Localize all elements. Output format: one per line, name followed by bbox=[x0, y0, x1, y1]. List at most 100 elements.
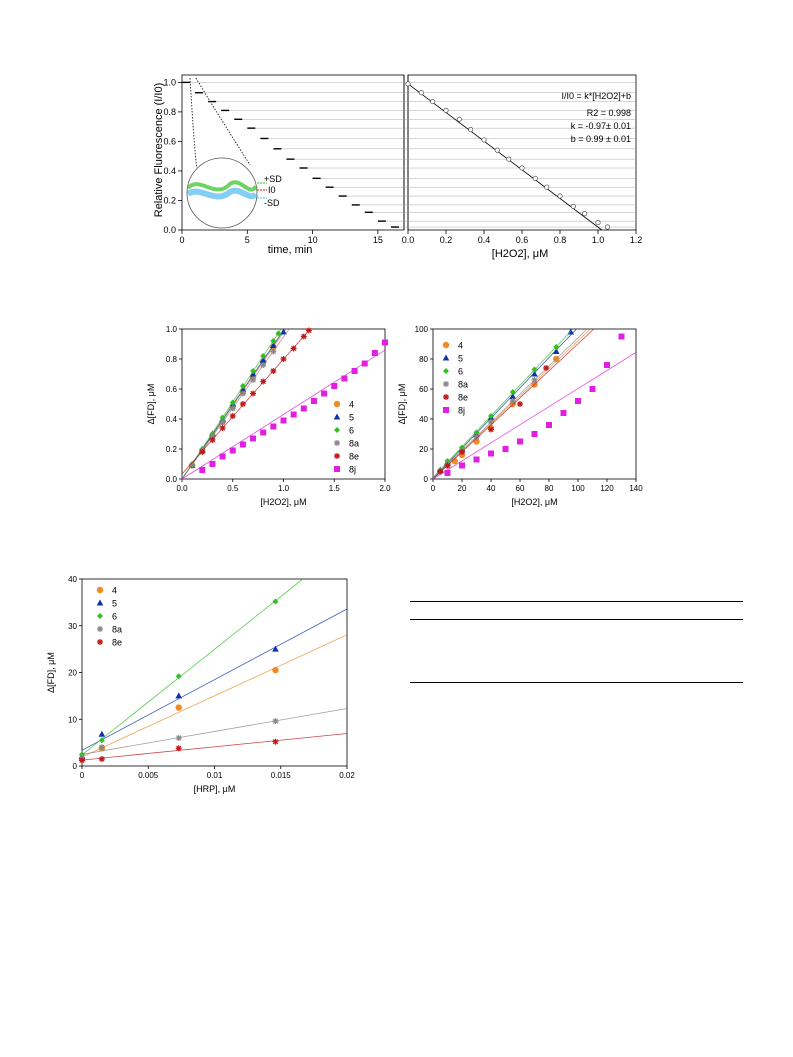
fluorescence-fit bbox=[405, 81, 610, 231]
data-point bbox=[229, 405, 236, 412]
data-point bbox=[96, 586, 104, 594]
top-left-ytick: 0.0 bbox=[163, 225, 176, 235]
data-point bbox=[175, 673, 182, 680]
legend-label: 4 bbox=[349, 400, 354, 410]
data-point bbox=[442, 354, 450, 361]
legend-label: 8j bbox=[458, 406, 465, 416]
data-point bbox=[272, 598, 279, 605]
fit-line bbox=[432, 328, 577, 479]
data-point bbox=[618, 333, 625, 340]
inset-minus-sd: -SD bbox=[264, 198, 280, 208]
data-point bbox=[517, 401, 523, 407]
data-point bbox=[334, 453, 340, 459]
data-point bbox=[270, 338, 277, 344]
data-point bbox=[250, 368, 257, 374]
series-6 bbox=[432, 328, 574, 478]
eq-line-2: R2 = 0.998 bbox=[587, 108, 631, 118]
fit-line bbox=[81, 634, 348, 758]
y-tick-label: 30 bbox=[68, 622, 77, 631]
data-point bbox=[488, 426, 494, 433]
fit-line bbox=[181, 328, 311, 475]
fit-line bbox=[81, 733, 348, 761]
data-point bbox=[97, 613, 103, 619]
y-tick-label: 0.2 bbox=[166, 445, 178, 454]
data-point bbox=[351, 368, 358, 374]
y-tick-label: 0 bbox=[73, 762, 78, 771]
data-point bbox=[239, 383, 246, 389]
x-tick-label: 0 bbox=[431, 484, 436, 493]
data-point bbox=[543, 365, 550, 371]
x-tick-label: 60 bbox=[516, 484, 525, 493]
data-point bbox=[270, 342, 277, 348]
data-point bbox=[300, 333, 307, 340]
data-point bbox=[270, 423, 277, 430]
legend-label: 8e bbox=[458, 393, 468, 403]
legend-label: 4 bbox=[458, 341, 463, 351]
legend-label: 8j bbox=[349, 465, 356, 475]
top-right-xtick: 0.4 bbox=[478, 235, 491, 245]
data-point bbox=[546, 422, 552, 428]
top-left-xtick: 10 bbox=[308, 235, 318, 245]
x-tick-label: 40 bbox=[487, 484, 496, 493]
y-tick-label: 0.8 bbox=[166, 355, 178, 364]
legend-label: 5 bbox=[458, 354, 463, 364]
fit-point bbox=[519, 165, 525, 171]
fit-line bbox=[81, 608, 348, 751]
fit-line bbox=[432, 352, 637, 480]
x-tick-label: 100 bbox=[571, 484, 585, 493]
data-point bbox=[290, 345, 297, 352]
fit-point bbox=[494, 147, 500, 153]
fit-point bbox=[532, 175, 538, 181]
fit-line bbox=[432, 328, 574, 478]
data-point bbox=[260, 353, 267, 359]
y-tick-label: 20 bbox=[419, 445, 428, 454]
series-8a bbox=[181, 328, 290, 480]
y-tick-label: 10 bbox=[68, 715, 77, 724]
data-point bbox=[239, 441, 246, 448]
data-point bbox=[437, 468, 444, 475]
data-point bbox=[517, 438, 523, 445]
fit-point bbox=[582, 211, 588, 217]
data-point bbox=[260, 429, 267, 436]
y-axis-label: Δ[FD], μM bbox=[397, 384, 407, 425]
data-point bbox=[272, 666, 279, 674]
data-point bbox=[175, 704, 182, 711]
data-point bbox=[443, 407, 449, 413]
x-tick-label: 1.0 bbox=[278, 484, 290, 493]
fit-line bbox=[81, 578, 304, 756]
data-point bbox=[552, 348, 560, 354]
data-point bbox=[275, 330, 282, 337]
data-point bbox=[444, 462, 451, 469]
top-right-xtick: 1.0 bbox=[592, 235, 605, 245]
scatter-panel: 0 0.005 0.01 0.015 0.02 0 10 20 30 40 [HRP], μM Δ[F… bbox=[46, 575, 355, 794]
data-point bbox=[382, 339, 388, 346]
data-point bbox=[459, 462, 465, 469]
fit-point bbox=[405, 81, 411, 87]
inset-plus-sd: +SD bbox=[264, 174, 282, 184]
legend-label: 8a bbox=[458, 380, 468, 390]
data-point bbox=[98, 737, 105, 744]
data-point bbox=[575, 398, 581, 404]
plot-frame bbox=[432, 328, 637, 480]
series-8j bbox=[181, 339, 388, 480]
series-8j bbox=[432, 333, 637, 480]
x-axis-label: [HRP], μM bbox=[194, 784, 236, 794]
data-point bbox=[553, 344, 560, 350]
y-tick-label: 40 bbox=[68, 575, 77, 584]
series-8a bbox=[79, 708, 348, 761]
data-point bbox=[229, 447, 236, 454]
data-point bbox=[260, 362, 267, 368]
data-point bbox=[280, 417, 287, 424]
x-tick-label: 1.5 bbox=[329, 484, 341, 493]
x-tick-label: 120 bbox=[600, 484, 614, 493]
top-right-xtick: 0.0 bbox=[402, 235, 415, 245]
data-point bbox=[321, 390, 328, 397]
data-point bbox=[589, 386, 596, 392]
y-tick-label: 80 bbox=[419, 355, 428, 364]
legend-label: 8e bbox=[349, 452, 359, 462]
fit-point bbox=[557, 193, 563, 199]
x-tick-label: 80 bbox=[545, 484, 554, 493]
fit-point bbox=[604, 224, 610, 230]
series-8e bbox=[181, 327, 312, 475]
fit-point bbox=[544, 184, 550, 190]
